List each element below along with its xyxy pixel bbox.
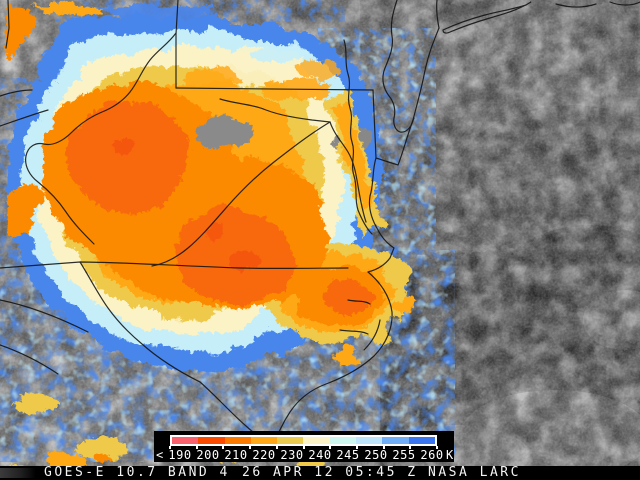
legend-tick [436, 446, 438, 449]
legend-tick [195, 446, 198, 449]
legend-labels: < 190 200 210 220 230 240 245 250 255 26… [154, 449, 454, 461]
legend-tick [329, 446, 332, 449]
legend-label-245: 245 [336, 448, 360, 462]
legend-label-190: 190 [168, 448, 192, 462]
status-bar: GOES-E 10.7 BAND 4 26 APR 12 05:45 Z NAS… [0, 466, 640, 480]
legend-segment-3 [250, 437, 278, 444]
status-instrument: GOES-E 10.7 BAND 4 [44, 465, 230, 480]
legend-label-unit: K [446, 448, 454, 462]
legend-label-260: 260 [420, 448, 444, 462]
corner-smudge [0, 468, 36, 478]
legend-segment-1 [198, 437, 225, 444]
legend-segment-5 [303, 437, 330, 444]
legend-tick [355, 446, 358, 449]
legend-tick [382, 446, 385, 449]
legend-colorbar [170, 435, 437, 446]
legend-label-255: 255 [392, 448, 416, 462]
state-borders [0, 0, 640, 453]
status-source: NASA LARC [428, 465, 521, 480]
legend-label-lt: < [156, 448, 164, 462]
legend-tick [249, 446, 252, 449]
legend-label-210: 210 [224, 448, 248, 462]
legend-tick [275, 446, 278, 449]
status-datetime: 26 APR 12 05:45 Z [242, 465, 418, 480]
legend-segment-8 [382, 437, 409, 444]
legend-segment-0 [172, 437, 199, 444]
legend-segment-4 [277, 437, 304, 444]
legend-label-200: 200 [196, 448, 220, 462]
legend-label-250: 250 [364, 448, 388, 462]
legend-label-220: 220 [252, 448, 276, 462]
legend-tick [222, 446, 225, 449]
legend-segment-9 [408, 437, 435, 444]
legend-label-230: 230 [280, 448, 304, 462]
storm-overlay [0, 0, 408, 478]
legend-tick [302, 446, 305, 449]
legend-segment-7 [356, 437, 383, 444]
legend-label-240: 240 [308, 448, 332, 462]
legend-tick [409, 446, 412, 449]
legend-segment-2 [224, 437, 251, 444]
legend-tick [169, 446, 171, 449]
legend-segment-6 [329, 437, 357, 444]
temperature-legend: < 190 200 210 220 230 240 245 250 255 26… [154, 431, 454, 462]
